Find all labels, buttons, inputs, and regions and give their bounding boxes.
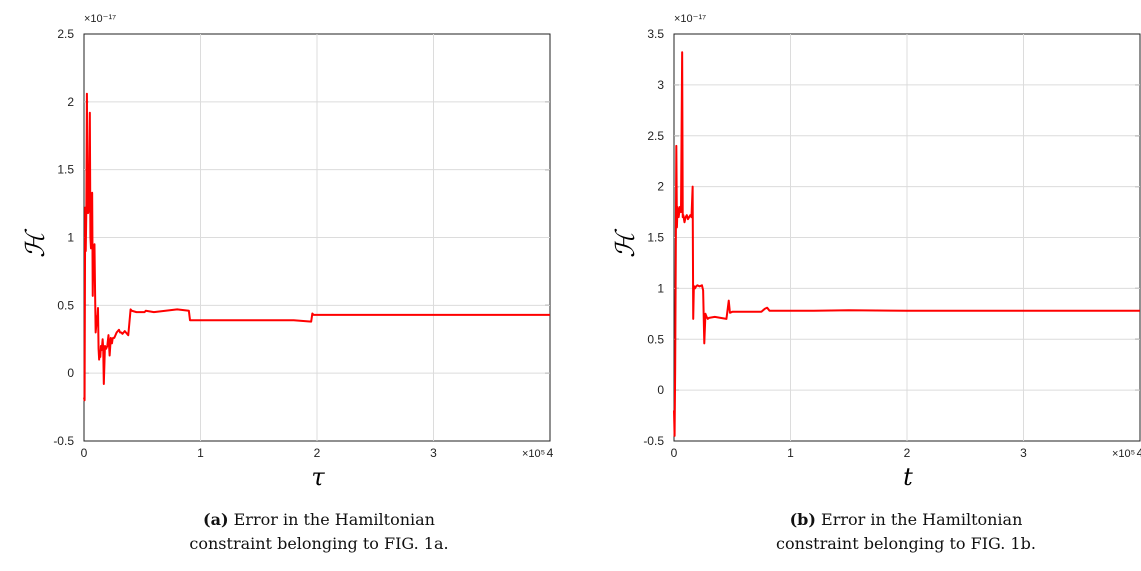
chart-a: 0 1 2 3 4 -0.5 0 0.5 1 1.5 2 2.5 ×10⁻¹⁷ ×10⁵ ℋ τ (21, 13, 554, 491)
x-tick-label: 1 (787, 446, 794, 460)
y-axis-label: ℋ (21, 228, 51, 258)
x-tick-label: 1 (197, 446, 204, 460)
tick-labels: 0 1 2 3 4 -0.5 0 0.5 1 1.5 2 2.5 3 3.5 (643, 27, 1141, 460)
caption-a: (a) Error in the Hamiltonian constraint … (154, 508, 484, 556)
y-tick-label: 2 (657, 180, 664, 194)
caption-a-line2: constraint belonging to FIG. 1a. (189, 534, 449, 553)
y-tick-label: 0 (67, 366, 74, 380)
x-exponent-label: ×10⁵ (1112, 448, 1135, 460)
x-tick-label: 0 (81, 446, 88, 460)
y-tick-label: 3.5 (647, 27, 664, 41)
x-exponent-label: ×10⁵ (522, 448, 545, 460)
tick-labels: 0 1 2 3 4 -0.5 0 0.5 1 1.5 2 2.5 (53, 27, 553, 460)
y-tick-label: 0.5 (647, 332, 664, 346)
y-tick-label: 1 (657, 281, 664, 295)
caption-b: (b) Error in the Hamiltonian constraint … (741, 508, 1071, 556)
series (83, 92, 550, 402)
y-axis-label: ℋ (611, 228, 641, 258)
y-tick-label: 2 (67, 95, 74, 109)
x-axis-label: t (903, 463, 913, 491)
x-axis-label: τ (311, 463, 325, 491)
y-tick-label: 0.5 (57, 298, 74, 312)
caption-b-label: (b) (789, 510, 816, 529)
chart-b: 0 1 2 3 4-0.500.511.522.533.5 ×10⁻¹⁷ ×10⁵ ℋ … (611, 13, 1141, 491)
x-tick-label: 4 (547, 446, 554, 460)
x-tick-label: 2 (904, 446, 911, 460)
series-line (673, 51, 1140, 437)
grid-lines (674, 34, 1140, 441)
y-exponent-label: ×10⁻¹⁷ (84, 13, 116, 25)
caption-b-line2: constraint belonging to FIG. 1b. (776, 534, 1036, 553)
x-tick-label: 2 (314, 446, 321, 460)
caption-a-label: (a) (203, 510, 229, 529)
y-tick-label: 3 (657, 78, 664, 92)
x-tick-label: 3 (1020, 446, 1027, 460)
x-tick-label: 4 (1137, 446, 1141, 460)
series-line (83, 92, 550, 402)
x-tick-label: 0 (671, 446, 678, 460)
caption-b-line1: Error in the Hamiltonian (815, 510, 1023, 529)
y-tick-label: 1.5 (647, 231, 664, 245)
x-tick-label: 3 (430, 446, 437, 460)
y-tick-label: -0.5 (643, 434, 664, 448)
y-tick-label: -0.5 (53, 434, 74, 448)
y-tick-label: 0 (657, 383, 664, 397)
y-tick-label: 1.5 (57, 163, 74, 177)
y-exponent-label: ×10⁻¹⁷ (674, 13, 706, 25)
series (673, 51, 1140, 437)
y-tick-label: 1 (67, 231, 74, 245)
caption-a-line1: Error in the Hamiltonian (228, 510, 435, 529)
y-tick-label: 2.5 (647, 129, 664, 143)
grid-lines (84, 34, 550, 441)
y-tick-label: 2.5 (57, 27, 74, 41)
